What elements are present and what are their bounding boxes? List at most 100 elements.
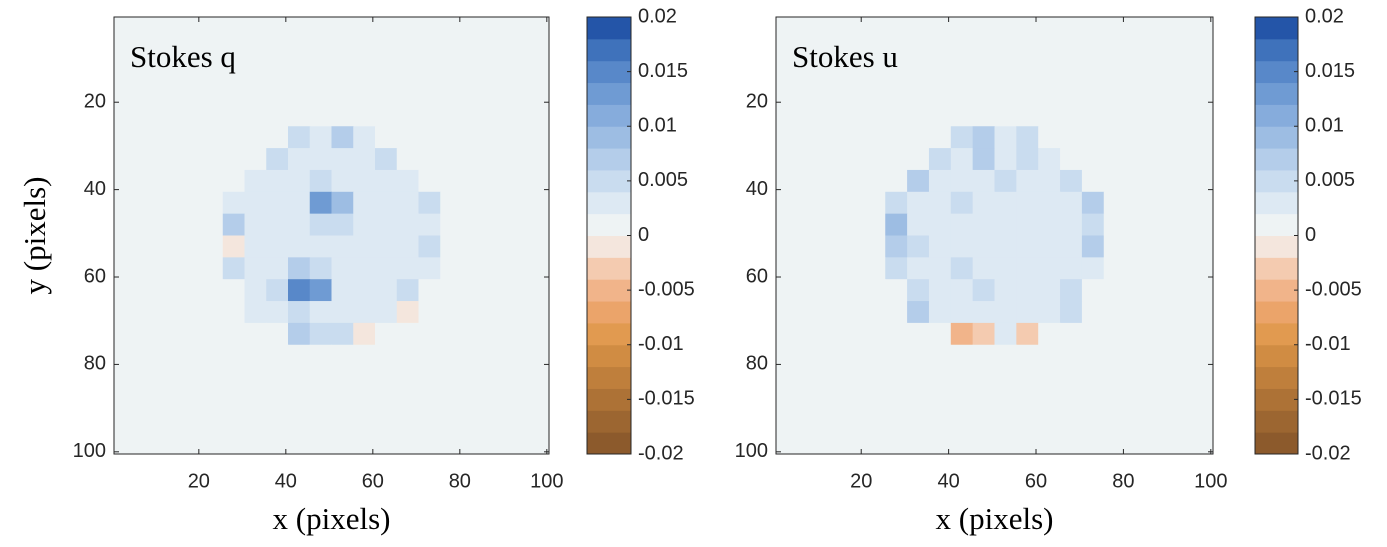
heatmap-cell: [1104, 367, 1126, 389]
heatmap-cell: [951, 148, 973, 170]
heatmap-cell: [375, 236, 397, 258]
heatmap-cell: [353, 367, 375, 389]
heatmap-cell: [1191, 170, 1213, 192]
heatmap-cell: [973, 61, 995, 83]
heatmap-cell: [1016, 301, 1038, 323]
heatmap-cell: [310, 279, 332, 301]
heatmap-cell: [527, 279, 549, 301]
heatmap-cell: [1104, 192, 1126, 214]
heatmap-cell: [1016, 148, 1038, 170]
heatmap-cell: [201, 323, 223, 345]
heatmap-cell: [1038, 257, 1060, 279]
y-tick-label: 80: [84, 353, 106, 375]
heatmap-cell: [506, 170, 528, 192]
heatmap-cell: [484, 148, 506, 170]
heatmap-cell: [1104, 39, 1126, 61]
heatmap-cell: [951, 104, 973, 126]
colorbar-segment: [1255, 83, 1298, 105]
heatmap-cell: [1147, 345, 1169, 367]
heatmap-cell: [201, 367, 223, 389]
heatmap-cell: [419, 236, 441, 258]
heatmap-cell: [462, 170, 484, 192]
colorbar-tick-label: 0: [638, 224, 649, 246]
heatmap-cell: [842, 279, 864, 301]
heatmap-cell: [995, 148, 1017, 170]
heatmap-cell: [462, 432, 484, 454]
heatmap-cell: [114, 192, 136, 214]
heatmap-cell: [288, 148, 310, 170]
x-axis-label: x (pixels): [936, 501, 1054, 536]
heatmap-cell: [353, 432, 375, 454]
heatmap-cell: [353, 148, 375, 170]
heatmap-cell: [1191, 192, 1213, 214]
heatmap-cell: [419, 410, 441, 432]
heatmap-cell: [798, 279, 820, 301]
heatmap-cell: [842, 257, 864, 279]
heatmap-cell: [419, 367, 441, 389]
colorbar-segment: [587, 170, 631, 192]
heatmap-cell: [907, 432, 929, 454]
heatmap-cell: [353, 301, 375, 323]
x-tick-label: 20: [188, 470, 210, 492]
heatmap-cell: [484, 301, 506, 323]
heatmap-cell: [842, 17, 864, 39]
heatmap-cell: [158, 301, 180, 323]
heatmap-cell: [375, 301, 397, 323]
heatmap-cell: [995, 83, 1017, 105]
heatmap-cell: [1169, 214, 1191, 236]
heatmap-cell: [1169, 388, 1191, 410]
heatmap-cell: [484, 367, 506, 389]
heatmap-cell: [266, 301, 288, 323]
heatmap-cell: [527, 432, 549, 454]
heatmap-cell: [1082, 17, 1104, 39]
heatmap-cell: [1060, 83, 1082, 105]
heatmap-cell: [484, 236, 506, 258]
heatmap-cell: [440, 279, 462, 301]
heatmap-cell: [332, 126, 354, 148]
heatmap-cell: [201, 83, 223, 105]
heatmap-cell: [419, 432, 441, 454]
y-axis-label: y (pixels): [17, 177, 52, 295]
heatmap-cell: [863, 104, 885, 126]
heatmap-cell: [842, 236, 864, 258]
heatmap-cell: [798, 323, 820, 345]
heatmap-cell: [776, 148, 798, 170]
heatmap-cell: [506, 301, 528, 323]
heatmap-cell: [527, 367, 549, 389]
heatmap-cell: [136, 388, 158, 410]
heatmap-cell: [907, 236, 929, 258]
heatmap-cell: [1126, 17, 1148, 39]
colorbar-tick-label: -0.02: [638, 442, 684, 464]
colorbar-tick-label: 0.015: [638, 60, 688, 82]
heatmap-cell: [1126, 388, 1148, 410]
heatmap-cell: [1016, 192, 1038, 214]
heatmap-cell: [885, 17, 907, 39]
heatmap-cell: [1082, 61, 1104, 83]
heatmap-cell: [527, 236, 549, 258]
heatmap-cell: [1038, 410, 1060, 432]
heatmap-cell: [951, 61, 973, 83]
heatmap-cell: [136, 410, 158, 432]
heatmap-cell: [1104, 83, 1126, 105]
heatmap-cell: [397, 148, 419, 170]
heatmap-cell: [179, 17, 201, 39]
heatmap-cell: [1104, 410, 1126, 432]
heatmap-cell: [223, 236, 245, 258]
heatmap-cell: [462, 301, 484, 323]
y-tick-label: 60: [84, 265, 106, 287]
heatmap-cell: [929, 279, 951, 301]
colorbar-segment: [1255, 39, 1298, 61]
heatmap-cell: [484, 257, 506, 279]
heatmap-cell: [288, 214, 310, 236]
colorbar-segment: [1255, 301, 1298, 323]
colorbar-tick-label: 0.02: [638, 5, 677, 27]
heatmap-cell: [842, 83, 864, 105]
heatmap-cell: [776, 214, 798, 236]
heatmap-cell: [288, 236, 310, 258]
heatmap-cell: [798, 17, 820, 39]
heatmap-cell: [863, 301, 885, 323]
heatmap-cell: [1038, 301, 1060, 323]
heatmap-cell: [266, 83, 288, 105]
heatmap-cell: [1147, 83, 1169, 105]
heatmap-cell: [201, 126, 223, 148]
